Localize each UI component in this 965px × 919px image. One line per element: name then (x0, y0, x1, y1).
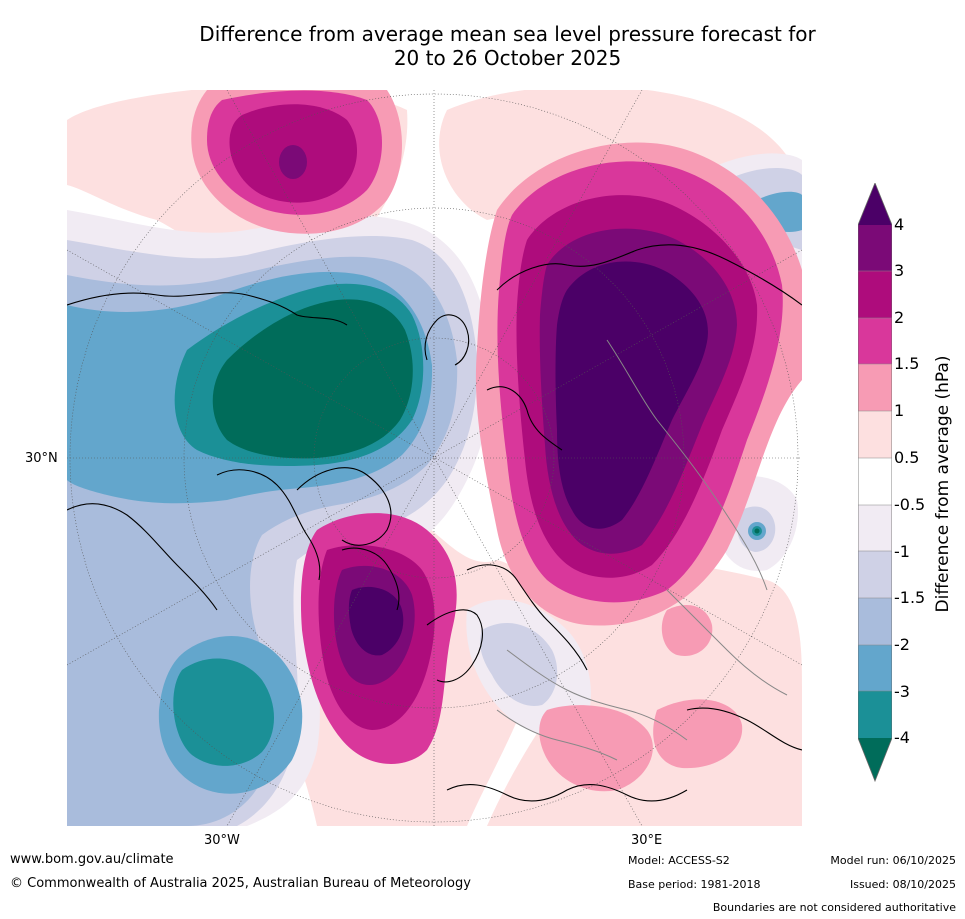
colorbar-band-neg1.5-to-neg2 (858, 598, 892, 645)
pressure-anomaly-map (67, 90, 802, 826)
footer-model: Model: ACCESS-S2 (628, 854, 730, 867)
colorbar-label: Difference from average (hPa) (933, 355, 953, 613)
colorbar-tick: -0.5 (894, 495, 926, 514)
colorbar-under-triangle (858, 738, 892, 781)
colorbar-band-2-to-3 (858, 271, 892, 318)
colorbar-band-1-to-1.5 (858, 364, 892, 411)
colorbar-band-neg0.5-to-neg1 (858, 505, 892, 551)
colorbar-tick: -1.5 (894, 588, 926, 607)
colorbar-tick: 3 (894, 261, 905, 280)
chart-title-line2: 20 to 26 October 2025 (393, 46, 622, 70)
colorbar-tick: 0.5 (894, 448, 920, 467)
footer-base-period: Base period: 1981-2018 (628, 878, 761, 891)
mediterranean-high (539, 605, 743, 792)
colorbar-tick: 1.5 (894, 354, 920, 373)
country-borders (496, 339, 788, 761)
colorbar-tick: -1 (894, 542, 910, 561)
colorbar-tick: -4 (894, 728, 910, 747)
colorbar-band-neutral (858, 458, 892, 505)
footer-copyright: © Commonwealth of Australia 2025, Austra… (10, 876, 471, 891)
colorbar-band-neg3-to-neg4 (858, 691, 892, 738)
colorbar-tick: -3 (894, 682, 910, 701)
colorbar (858, 183, 892, 783)
footer-issued: Issued: 08/10/2025 (849, 878, 956, 891)
footer-url[interactable]: www.bom.gov.au/climate (10, 852, 174, 867)
lat-label-30n: 30°N (25, 451, 58, 466)
footer-model-run: Model run: 06/10/2025 (830, 854, 956, 867)
colorbar-tick: 2 (894, 308, 905, 327)
lon-label-30w: 30°W (204, 833, 240, 848)
north-atlantic-high (300, 513, 457, 764)
colorbar-band-0.5-to-1 (858, 411, 892, 458)
footer-disclaimer: Boundaries are not considered authoritat… (712, 901, 956, 914)
colorbar-band-neg2-to-neg3 (858, 645, 892, 691)
colorbar-tick: 1 (894, 401, 905, 420)
chart-title-line1: Difference from average mean sea level p… (199, 22, 816, 46)
colorbar-band-neg1-to-neg1.5 (858, 551, 892, 598)
negative-anomaly-region (67, 210, 491, 826)
colorbar-tick: 4 (894, 215, 905, 234)
lon-label-30e: 30°E (631, 833, 663, 848)
colorbar-over-triangle (858, 183, 892, 225)
graticule (67, 90, 802, 826)
coastlines (67, 244, 802, 802)
north-pacific-high (191, 90, 402, 234)
colorbar-tick: -2 (894, 635, 910, 654)
colorbar-band-1.5-to-2 (858, 318, 892, 364)
colorbar-band-3-to-4 (858, 225, 892, 271)
